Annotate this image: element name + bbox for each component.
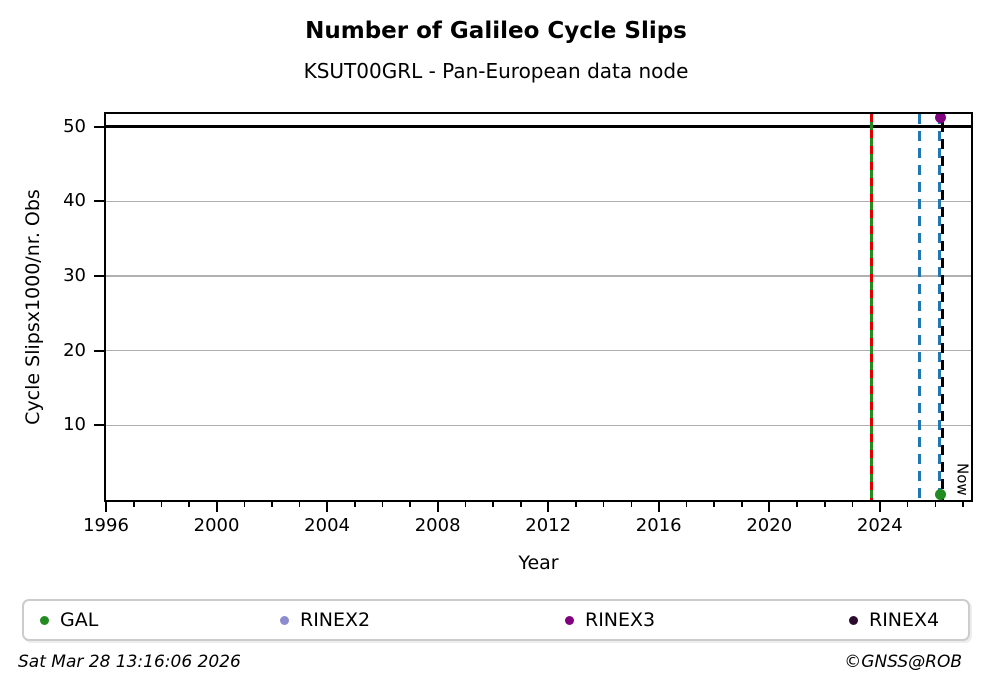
y-gridline [106,349,971,352]
x-minor-tick [713,502,715,507]
legend-marker-rinex3-icon [565,615,574,625]
x-minor-tick [188,502,190,507]
data-point-rinex3 [935,114,947,123]
x-tick-label: 2016 [635,515,682,536]
x-minor-tick [271,502,273,507]
y-tick [94,424,104,427]
y-tick-label: 50 [63,115,86,137]
x-minor-tick [298,502,301,507]
event-line [870,114,873,500]
x-minor-tick [962,502,964,507]
x-minor-tick [409,502,411,507]
x-major-tick [105,502,107,512]
x-minor-tick [243,502,246,507]
x-major-tick [215,502,218,512]
x-tick-label: 2000 [193,515,240,536]
x-tick-label: 2008 [414,515,461,536]
x-minor-tick [354,502,356,507]
x-major-tick [547,502,550,512]
x-minor-tick [630,502,633,507]
x-minor-tick [796,502,798,507]
legend-label: RINEX2 [300,609,371,631]
footer: Sat Mar 28 13:16:06 2026 ©GNSS@ROB [0,652,992,672]
y-tick [94,200,104,203]
axis-layer: 10 20 30 40 50 1996 2000 2004 2008 2012 2016 2020 20… [63,114,972,535]
plot-area: 10 20 30 40 50 1996 2000 2004 2008 2012 2016 2020 20… [63,112,973,536]
legend-item-rinex4: RINEX4 [849,601,939,639]
x-minor-tick [741,502,743,507]
legend-item-rinex3: RINEX3 [565,601,655,639]
x-minor-tick [685,502,688,507]
legend-marker-rinex2-icon [280,615,289,625]
data-point-gal [934,489,946,500]
copyright: ©GNSS@ROB [844,652,962,672]
y-tick-label: 40 [63,190,86,212]
x-minor-tick [492,502,494,507]
timestamp: Sat Mar 28 13:16:06 2026 [18,652,241,672]
x-minor-tick [133,502,135,507]
y-tick [94,349,104,352]
legend-label: GAL [60,609,99,631]
legend-label: RINEX3 [585,609,656,631]
data-layer [106,114,971,500]
x-major-tick [657,502,660,512]
legend-label: RINEX4 [869,609,940,631]
legend-marker-gal-icon [40,615,49,625]
x-minor-tick [575,502,577,507]
y-tick-label: 10 [63,414,86,436]
y-tick-label: 30 [63,265,86,286]
x-tick-label: 2004 [304,515,350,536]
x-tick-label: 1996 [83,515,129,536]
x-major-tick [436,502,439,512]
now-line-black [940,114,944,500]
now-line-blue [937,114,941,500]
x-tick-label: 2024 [856,515,903,536]
y-tick [94,275,104,277]
x-minor-tick [851,502,854,507]
x-minor-tick [381,502,384,507]
legend-item-rinex2: RINEX2 [280,601,370,639]
cap-line-50 [106,125,971,128]
y-tick-label: 20 [63,339,86,361]
x-major-tick [878,502,881,512]
y-axis-label: Cycle Slipsx1000/nr. Obs [22,189,44,425]
legend-marker-rinex4-icon [849,615,858,625]
y-gridline [106,424,971,427]
x-minor-tick [602,502,605,507]
legend: GAL RINEX2 RINEX3 RINEX4 [22,599,970,641]
x-minor-tick [160,502,163,507]
y-gridline [106,275,971,277]
event-line [918,114,922,500]
x-minor-tick [464,502,467,507]
x-minor-tick [824,502,826,507]
x-minor-tick [934,502,937,507]
x-major-tick [326,502,329,512]
x-axis-label: Year [518,552,559,574]
now-label: Now [953,463,972,496]
x-major-tick [768,502,771,512]
legend-item-gal: GAL [40,601,98,639]
chart-title: Number of Galileo Cycle Slips [305,18,687,44]
x-minor-tick [906,502,909,507]
x-tick-label: 2012 [525,515,572,536]
y-tick [94,125,104,128]
x-minor-tick [520,502,522,507]
x-tick-label: 2020 [746,515,793,536]
chart-subtitle: KSUT00GRL - Pan-European data node [303,59,689,83]
y-gridline [106,200,971,203]
